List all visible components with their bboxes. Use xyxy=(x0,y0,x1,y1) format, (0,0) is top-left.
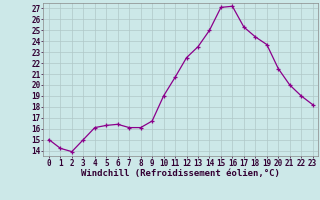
X-axis label: Windchill (Refroidissement éolien,°C): Windchill (Refroidissement éolien,°C) xyxy=(81,169,280,178)
